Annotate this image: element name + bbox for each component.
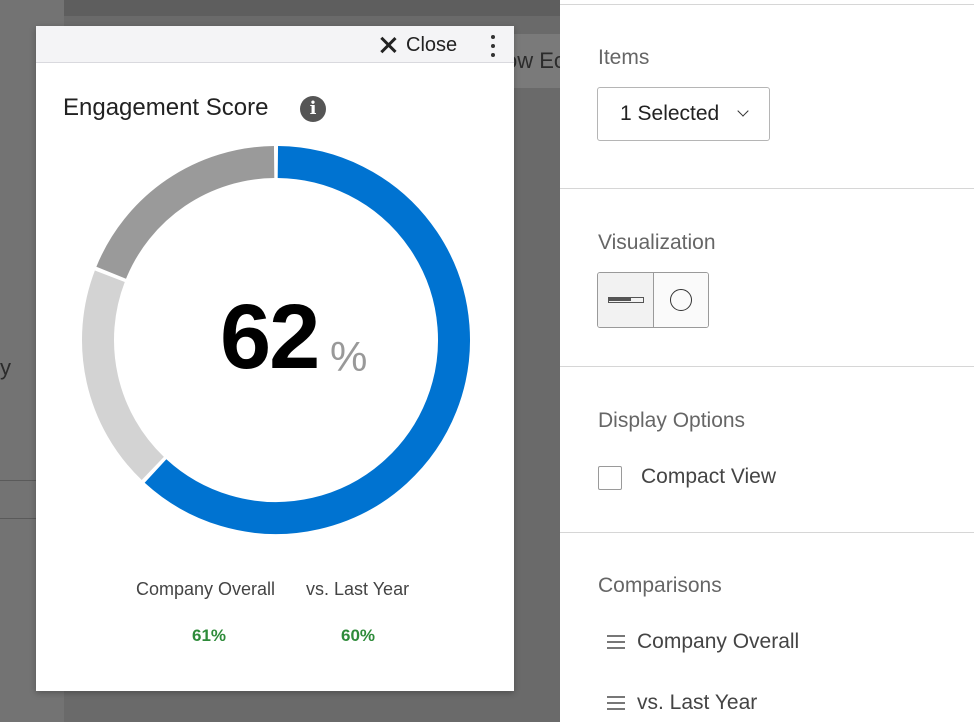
engagement-donut-chart [82,146,470,534]
background-text: y [0,355,11,380]
close-button[interactable]: Close [378,33,457,57]
background-header-band [64,0,560,16]
panel-divider [560,366,974,367]
comparison-label-company-overall: Company Overall [136,579,276,599]
gauge-visualization-button[interactable] [652,273,708,327]
info-icon[interactable]: i [300,96,326,122]
comparison-label-last-year: vs. Last Year [306,579,410,599]
background-divider [0,518,64,519]
compact-view-label[interactable]: Compact View [641,465,777,488]
comparison-item-label: Company Overall [637,630,800,653]
comparison-value-company-overall: 61% [192,626,227,645]
background-divider [0,480,64,481]
display-options-label: Display Options [598,409,746,432]
engagement-widget-card: Close Engagement Score i 62 % Company Ov… [36,26,514,691]
score-value: 62 [220,286,320,388]
items-dropdown[interactable]: 1 Selected [597,87,770,141]
more-options-icon[interactable] [486,35,500,57]
panel-divider [560,532,974,533]
settings-panel [560,0,974,722]
background-button: ow Ec [505,34,560,88]
bar-icon [608,297,644,303]
bar-visualization-button[interactable] [598,273,653,327]
comparison-item-company-overall[interactable]: Company Overall [607,630,799,654]
circle-icon [669,289,692,311]
comparison-item-last-year[interactable]: vs. Last Year [607,691,757,715]
items-dropdown-value: 1 Selected [620,102,720,125]
visualization-label: Visualization [598,231,716,254]
donut-segment-1 [144,146,470,534]
comparison-value-last-year: 60% [341,626,376,645]
comparisons-label: Comparisons [598,574,722,597]
background-button-text: ow Ec [505,48,560,73]
drag-handle-icon[interactable] [607,696,625,710]
compact-view-checkbox[interactable] [598,466,622,490]
items-label: Items [598,46,650,69]
donut-segment-2 [82,270,165,481]
drag-handle-icon[interactable] [607,635,625,649]
visualization-toggle [597,272,709,328]
donut-segment-3 [96,146,275,280]
score-unit: % [330,333,368,380]
widget-title: Engagement Score [63,94,269,121]
close-label: Close [406,33,458,56]
comparison-item-label: vs. Last Year [637,691,758,714]
panel-divider [560,188,974,189]
chevron-down-icon [737,105,749,117]
close-icon [378,35,398,55]
panel-divider [560,4,974,5]
widget-toolbar: Close [36,26,514,63]
